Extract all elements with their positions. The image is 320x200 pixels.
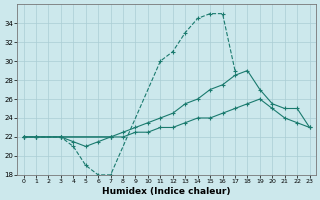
X-axis label: Humidex (Indice chaleur): Humidex (Indice chaleur) <box>102 187 231 196</box>
